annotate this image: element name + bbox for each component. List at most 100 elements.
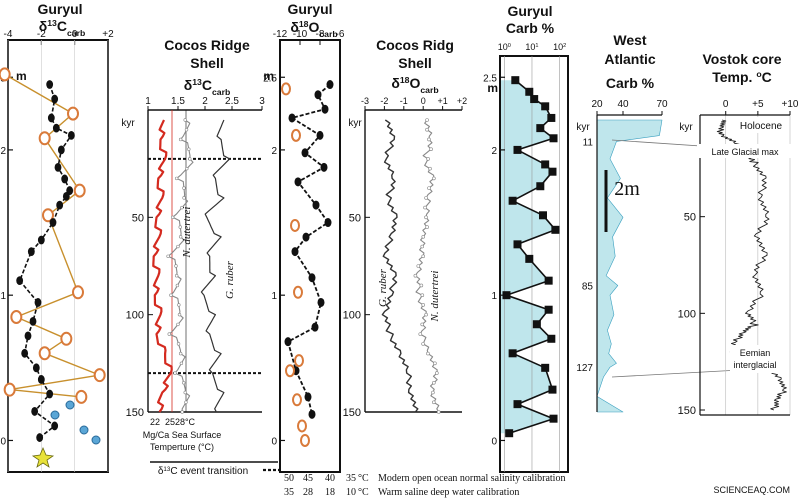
p1-black-point — [29, 316, 37, 326]
p2-grey-marker — [180, 410, 184, 414]
p1-orange-point — [72, 285, 84, 300]
p4-grey-marker — [418, 332, 423, 336]
p7-annotation-bg — [730, 345, 780, 373]
p3-black-point — [294, 177, 302, 187]
p3-xtick-label: -12 — [273, 29, 288, 40]
p5-ytick-label: 2.5 — [483, 73, 497, 84]
p4-grey-marker — [424, 215, 428, 220]
p3-ylabel: m — [263, 69, 274, 83]
p4-grey-marker — [419, 283, 424, 288]
p1-orange-point — [42, 208, 54, 223]
p2-grey-marker — [178, 235, 183, 239]
p1-orange-point — [38, 131, 51, 146]
p2-grey-marker — [174, 274, 179, 278]
p5-ytick-label: 1 — [491, 291, 497, 302]
p1-black-point — [36, 433, 44, 442]
p5-square-point — [525, 254, 534, 263]
p3-black-point — [284, 337, 292, 347]
p1-black-point — [67, 130, 75, 140]
p3-ytick-label: 1 — [271, 291, 277, 302]
p3-black-point — [288, 113, 296, 123]
p2-title-line2: Shell — [190, 55, 223, 71]
p1-orange-point — [75, 389, 88, 404]
p4-grey-marker — [424, 196, 428, 200]
p6-ylabel: kyr — [576, 122, 590, 133]
p2-grey-marker — [177, 303, 181, 307]
p2-grey-marker — [175, 283, 180, 288]
p4-grey-marker — [426, 157, 430, 161]
p6-area — [596, 119, 663, 413]
p6-title-line2: Atlantic — [604, 51, 656, 67]
p6-correlation-line — [611, 369, 741, 378]
p1-black-point — [51, 94, 59, 104]
p1-orange-point — [60, 331, 73, 346]
p7-annotation-bg — [697, 144, 793, 158]
p5-square-point — [547, 334, 556, 343]
p4-grey-marker — [436, 410, 441, 414]
p2-grey-marker — [181, 381, 186, 385]
p2-sst-tick: 25 — [165, 417, 175, 427]
legend-row1-value: 35 — [346, 473, 356, 484]
p1-orange-point — [38, 346, 51, 361]
p6-xtick-label: 70 — [656, 99, 668, 110]
p5-ytick-label: 2 — [491, 146, 497, 157]
p5-title: Guryul — [507, 3, 552, 19]
p2-grey-marker — [173, 371, 177, 375]
p4-series-label-gruber: G. ruber — [377, 268, 389, 307]
p2-series-label-gruber: G. ruber — [224, 260, 236, 299]
p1-black-point — [21, 348, 29, 358]
p2-ylabel: kyr — [121, 118, 135, 129]
p1-title: Guryul — [37, 1, 82, 17]
p5-square-point — [525, 87, 534, 96]
p5-square-point — [541, 160, 550, 169]
p3-xlabel: δ18Ocarb — [290, 19, 337, 39]
p3-black-point — [317, 297, 325, 307]
p2-xlabel: δ13Ccarb — [184, 77, 231, 97]
p4-grey-marker — [428, 166, 432, 171]
p4-grey-marker — [420, 244, 425, 249]
p2-grey-marker — [176, 244, 180, 249]
p2-series-red — [152, 119, 173, 413]
p4-grey-marker — [421, 342, 425, 346]
p7-ytick-label: 50 — [684, 212, 696, 224]
p2-grey-marker — [182, 186, 186, 190]
p7-xtick-label: 0 — [723, 99, 729, 110]
p4-grey-marker — [421, 254, 426, 259]
p4-grey-marker — [421, 235, 426, 239]
p2-xtick-label: 3 — [259, 96, 265, 107]
p2-sst-label: Mg/Ca Sea Surface — [143, 430, 222, 440]
p2-xtick-label: 2 — [202, 96, 208, 107]
p3-orange-point — [281, 82, 291, 96]
p5-xtick-label: 101 — [525, 42, 538, 52]
p1-xtick-label: +2 — [102, 29, 114, 40]
p2-grey-marker — [167, 332, 171, 336]
p1-black-point — [37, 375, 45, 384]
p5-square-point — [548, 385, 557, 394]
p4-grey-marker — [435, 371, 439, 375]
p3-title: Guryul — [287, 1, 332, 17]
p6-xtick-label: 20 — [591, 99, 603, 110]
p7-annotation-bg — [733, 117, 789, 133]
p1-orange-point — [73, 183, 86, 198]
p4-grey-marker — [416, 264, 421, 268]
p5-square-point — [536, 182, 545, 191]
p5-square-point — [541, 363, 550, 372]
p4-grey-marker — [432, 400, 436, 405]
p2-grey-marker — [178, 351, 183, 356]
p2-grey-marker — [176, 322, 180, 327]
p1-orange-point — [67, 106, 79, 121]
legend-event-label: δ13C event transition — [158, 466, 248, 478]
p1-ylabel: m — [16, 69, 27, 83]
p4-ytick-label: 150 — [343, 407, 361, 419]
p2-grey-marker — [174, 264, 178, 268]
p5-square-point — [505, 429, 514, 438]
p2-title-line1: Cocos Ridge — [164, 37, 250, 53]
p4-series-dark — [381, 119, 419, 413]
p5-xtick-label: 100 — [498, 42, 511, 52]
p5-square-point — [548, 167, 557, 176]
p5-area — [500, 80, 556, 434]
p1-black-point — [56, 200, 64, 210]
p1-xtick-label: 0 — [72, 29, 78, 40]
p7-annotation-holocene: Holocene — [740, 121, 783, 132]
